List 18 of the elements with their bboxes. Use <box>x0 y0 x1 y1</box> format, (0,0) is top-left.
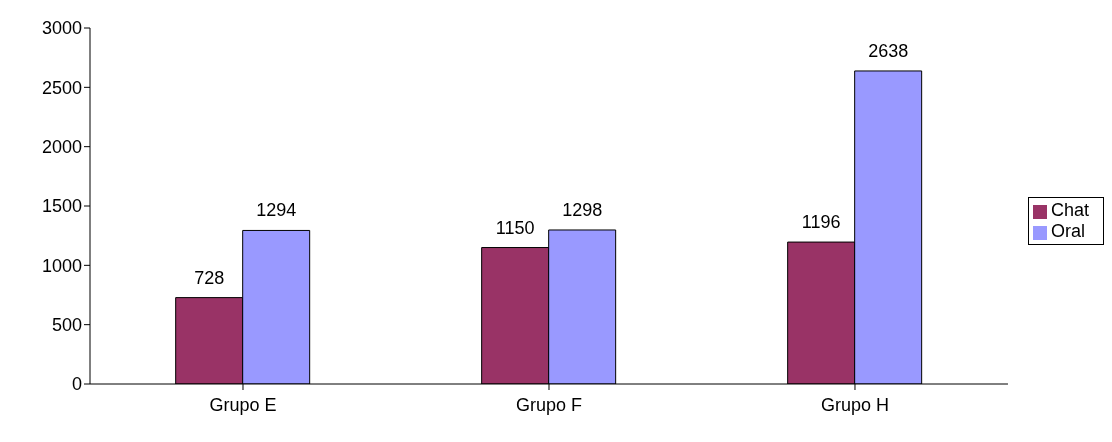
y-tick-label: 1500 <box>41 196 82 217</box>
data-label: 1294 <box>256 200 297 221</box>
data-label: 728 <box>194 267 225 288</box>
x-tick-label: Grupo F <box>515 394 582 415</box>
y-tick-label: 1000 <box>41 255 82 276</box>
data-label: 2638 <box>868 40 909 61</box>
data-label: 1150 <box>495 217 535 238</box>
legend-label: Chat <box>1050 200 1089 220</box>
x-tick-label: Grupo E <box>209 394 277 415</box>
legend-label: Oral <box>1050 221 1085 241</box>
y-tick-label: 2500 <box>41 77 82 98</box>
x-tick-label: Grupo H <box>820 394 889 415</box>
y-tick-label: 0 <box>71 374 82 395</box>
data-label: 1196 <box>801 212 841 233</box>
y-tick-label: 500 <box>51 315 82 336</box>
y-tick-label: 2000 <box>41 137 82 158</box>
y-tick-label: 3000 <box>41 18 82 39</box>
data-label: 1298 <box>562 199 603 220</box>
